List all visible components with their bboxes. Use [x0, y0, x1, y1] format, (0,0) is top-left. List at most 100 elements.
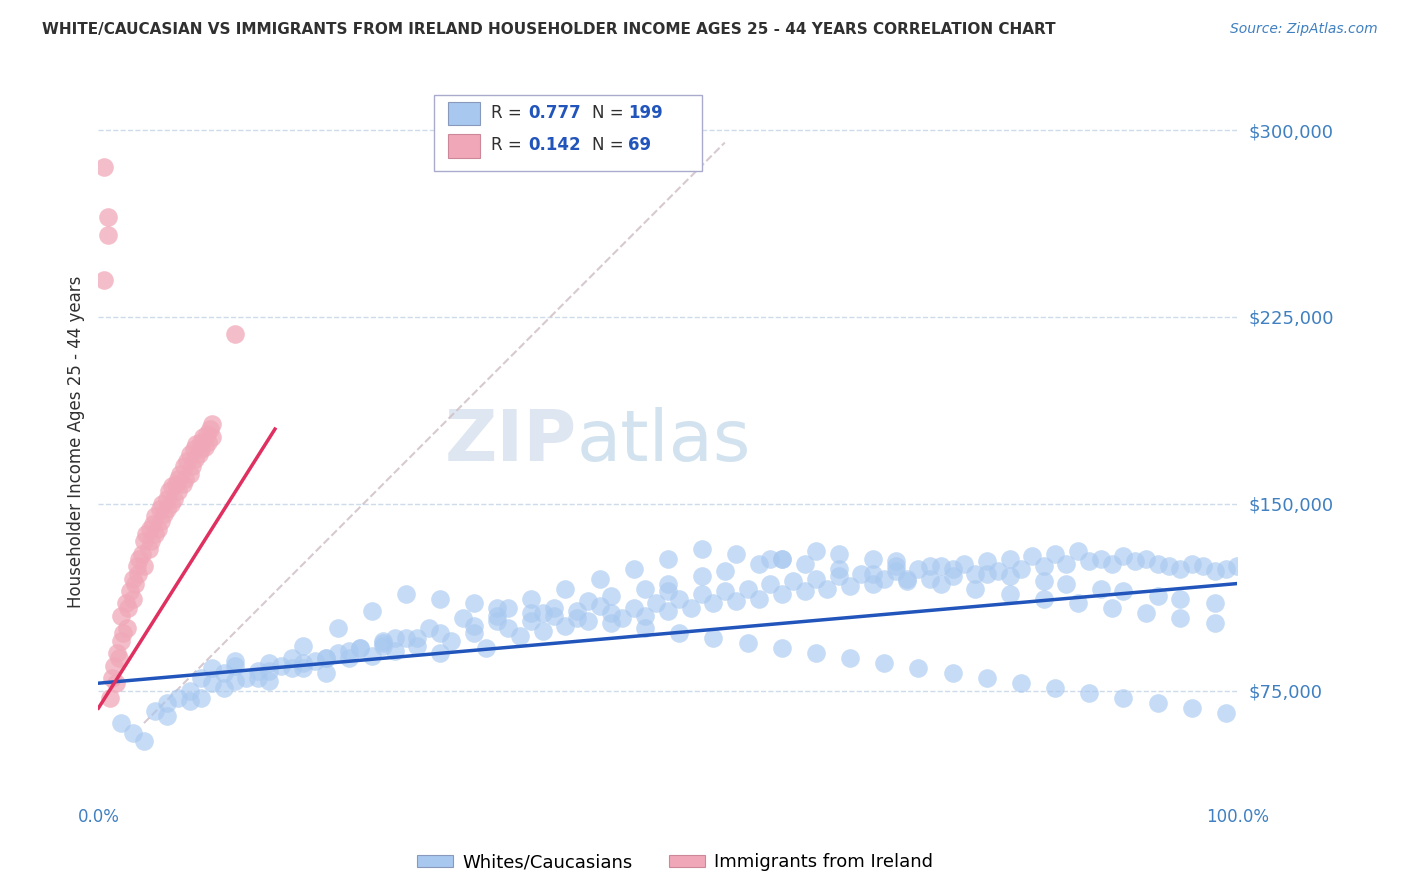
Point [588, 572, 610, 586]
Point [929, 559, 952, 574]
Point [167, 691, 190, 706]
Text: 0.142: 0.142 [527, 136, 581, 154]
Point [186, 437, 208, 451]
Point [156, 501, 179, 516]
Point [174, 472, 197, 486]
Point [1215, 706, 1237, 720]
Point [153, 507, 176, 521]
Point [371, 636, 394, 650]
Point [406, 639, 429, 653]
Point [212, 666, 235, 681]
Point [127, 566, 149, 581]
Point [987, 564, 1010, 578]
Point [1067, 544, 1090, 558]
Point [1078, 686, 1101, 700]
Point [486, 614, 509, 628]
Point [201, 417, 224, 431]
Point [326, 621, 349, 635]
Point [748, 557, 770, 571]
Text: Source: ZipAtlas.com: Source: ZipAtlas.com [1230, 22, 1378, 37]
Point [304, 654, 326, 668]
Point [657, 551, 679, 566]
Text: WHITE/CAUCASIAN VS IMMIGRANTS FROM IRELAND HOUSEHOLDER INCOME AGES 25 - 44 YEARS: WHITE/CAUCASIAN VS IMMIGRANTS FROM IRELA… [42, 22, 1056, 37]
Point [929, 576, 952, 591]
Point [1135, 551, 1157, 566]
Point [120, 584, 142, 599]
Point [108, 651, 131, 665]
Point [384, 632, 406, 646]
Point [96, 227, 118, 242]
Point [690, 541, 713, 556]
Point [281, 661, 304, 675]
Point [259, 664, 281, 678]
Point [110, 609, 132, 624]
Point [124, 576, 146, 591]
Point [173, 459, 195, 474]
Point [146, 522, 169, 536]
Point [998, 551, 1021, 566]
Point [498, 601, 520, 615]
Point [184, 452, 207, 467]
Point [759, 576, 782, 591]
Point [224, 658, 246, 673]
Point [554, 582, 576, 596]
Point [117, 601, 139, 615]
Point [198, 422, 221, 436]
Point [292, 639, 315, 653]
Point [1146, 589, 1168, 603]
Point [804, 646, 827, 660]
Point [679, 601, 702, 615]
Point [1146, 557, 1168, 571]
Point [179, 693, 201, 707]
Point [115, 621, 138, 635]
Point [918, 572, 941, 586]
Point [176, 454, 198, 468]
Point [440, 633, 463, 648]
Point [315, 651, 337, 665]
Point [110, 633, 132, 648]
Point [1010, 676, 1032, 690]
Point [224, 654, 246, 668]
Point [1181, 701, 1204, 715]
Point [851, 566, 873, 581]
Point [634, 621, 657, 635]
Point [645, 597, 668, 611]
Point [114, 597, 136, 611]
Point [201, 676, 224, 690]
FancyBboxPatch shape [449, 135, 479, 158]
Point [156, 491, 179, 506]
Point [1054, 576, 1078, 591]
Text: R =: R = [491, 103, 527, 122]
Point [702, 597, 724, 611]
Point [132, 733, 155, 747]
Point [371, 639, 394, 653]
Point [172, 476, 194, 491]
FancyBboxPatch shape [434, 95, 702, 170]
Y-axis label: Householder Income Ages 25 - 44 years: Householder Income Ages 25 - 44 years [66, 276, 84, 607]
Point [657, 584, 679, 599]
Point [145, 509, 167, 524]
Point [429, 591, 451, 606]
Point [498, 621, 520, 635]
Point [918, 559, 941, 574]
Point [690, 586, 713, 600]
Point [156, 708, 179, 723]
Point [612, 611, 634, 625]
Point [600, 616, 623, 631]
Point [657, 604, 679, 618]
Point [292, 657, 315, 671]
Point [121, 591, 143, 606]
Point [884, 559, 907, 574]
Point [360, 648, 382, 663]
Point [782, 574, 804, 588]
Point [195, 427, 218, 442]
Point [1067, 597, 1090, 611]
Point [486, 601, 509, 615]
Point [588, 599, 610, 613]
Point [600, 607, 623, 621]
Point [884, 554, 907, 568]
Point [1135, 607, 1157, 621]
Point [884, 564, 907, 578]
Point [862, 576, 884, 591]
Point [139, 534, 162, 549]
